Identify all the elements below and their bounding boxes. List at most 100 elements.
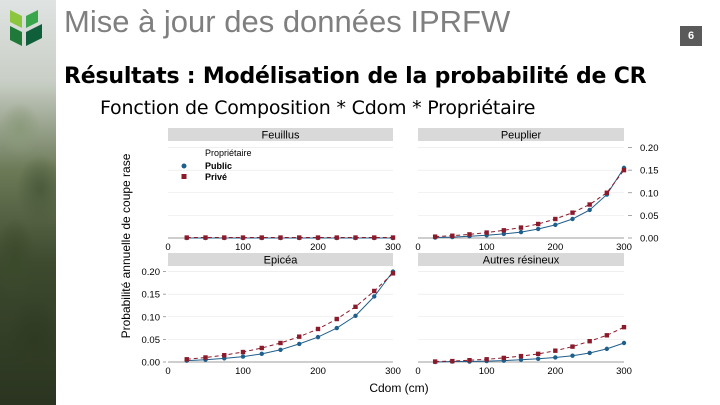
data-point-prive: [353, 304, 358, 310]
panel-strip: [418, 128, 624, 141]
x-tick-label: 300: [385, 366, 401, 377]
series-line-prive: [186, 272, 394, 360]
data-point-prive: [372, 288, 377, 294]
forest-background-photo: [0, 0, 56, 405]
panel-strip: [168, 128, 393, 141]
data-point-prive: [553, 216, 558, 222]
data-point-prive: [259, 345, 264, 351]
data-point-prive: [372, 235, 377, 240]
data-point-public: [587, 207, 592, 213]
data-point-prive: [450, 358, 455, 364]
data-point-prive: [621, 324, 627, 330]
data-point-prive: [535, 221, 541, 227]
x-tick-label: 100: [479, 366, 495, 377]
data-point-public: [372, 294, 377, 299]
y-tick-label: 0.15: [142, 290, 161, 301]
data-point-prive: [570, 344, 575, 349]
data-point-prive: [484, 230, 489, 235]
data-point-prive: [604, 333, 610, 338]
panel-strip-label: Feuillus: [262, 130, 300, 142]
data-point-public: [334, 325, 339, 331]
data-point-prive: [240, 349, 246, 355]
x-tick-label: 0: [415, 242, 420, 253]
data-point-prive: [334, 235, 339, 240]
x-tick-label: 200: [547, 366, 563, 377]
x-tick-label: 300: [616, 366, 632, 377]
x-tick-label: 200: [547, 242, 563, 253]
series-line-public: [435, 167, 625, 238]
data-point-public: [587, 350, 592, 356]
y-tick-label: 0.20: [142, 267, 161, 278]
panel-strip: [418, 253, 624, 266]
data-point-prive: [203, 235, 208, 240]
section-subheading: Fonction de Composition * Cdom * Proprié…: [100, 97, 536, 119]
data-point-public: [535, 226, 541, 232]
data-point-public: [621, 340, 627, 346]
data-point-prive: [553, 348, 558, 353]
y-tick-label: 0.05: [640, 211, 659, 222]
y-tick-label: 0.20: [640, 143, 659, 154]
data-point-public: [353, 313, 358, 319]
data-point-public: [259, 351, 264, 357]
data-point-prive: [297, 334, 302, 339]
data-point-prive: [240, 235, 246, 240]
y-tick-label: 0.10: [640, 188, 659, 199]
slide-title: Mise à jour des données IPRFW: [64, 4, 511, 39]
data-point-public: [278, 347, 283, 352]
x-tick-label: 100: [235, 366, 251, 377]
series-line-prive: [435, 169, 625, 238]
data-point-public: [297, 341, 302, 347]
data-point-prive: [315, 326, 321, 332]
legend: Propriétaire Public Privé: [181, 148, 252, 182]
data-point-prive: [390, 271, 396, 276]
data-point-prive: [334, 316, 339, 322]
data-point-prive: [484, 357, 489, 362]
data-point-prive: [222, 235, 227, 240]
legend-public-marker: [181, 163, 187, 169]
x-tick-label: 0: [165, 366, 170, 377]
data-point-prive: [467, 232, 472, 237]
panel-strip-label: Autres résineux: [483, 255, 560, 267]
data-point-prive: [184, 357, 189, 362]
panel-background: [418, 267, 624, 362]
data-point-prive: [184, 235, 189, 240]
data-point-public: [501, 231, 507, 237]
data-point-public: [518, 357, 524, 362]
data-point-prive: [259, 235, 264, 240]
data-point-prive: [570, 210, 575, 215]
data-point-prive: [432, 234, 438, 239]
data-point-prive: [467, 357, 472, 363]
data-point-public: [518, 229, 524, 235]
x-tick-label: 100: [235, 242, 251, 253]
data-point-prive: [501, 228, 507, 233]
section-heading: Résultats : Modélisation de la probabili…: [64, 64, 647, 89]
series-line-public: [435, 342, 625, 363]
data-point-prive: [297, 235, 302, 240]
page-number-badge: 6: [680, 26, 702, 46]
data-point-public: [570, 216, 575, 222]
x-tick-label: 100: [479, 242, 495, 253]
panel-strip: [168, 253, 393, 266]
data-point-prive: [203, 355, 208, 360]
x-tick-label: 200: [310, 366, 326, 377]
legend-title: Propriétaire: [205, 148, 252, 158]
y-tick-label: 0.05: [142, 335, 161, 346]
x-tick-label: 300: [616, 242, 632, 253]
data-point-public: [315, 334, 321, 340]
y-tick-label: 0.10: [142, 312, 161, 323]
data-point-public: [240, 354, 246, 359]
data-point-prive: [353, 235, 358, 240]
data-point-prive: [222, 353, 227, 358]
data-point-prive: [535, 351, 541, 357]
x-tick-label: 0: [415, 366, 420, 377]
data-point-prive: [278, 235, 283, 240]
panel-background: [418, 143, 624, 238]
x-tick-label: 300: [385, 242, 401, 253]
data-point-public: [553, 222, 558, 228]
data-point-prive: [278, 340, 283, 346]
x-axis-label: Cdom (cm): [369, 381, 428, 395]
data-point-public: [535, 356, 541, 362]
series-line-prive: [435, 326, 625, 362]
panel-strip-label: Epicéa: [264, 255, 299, 267]
